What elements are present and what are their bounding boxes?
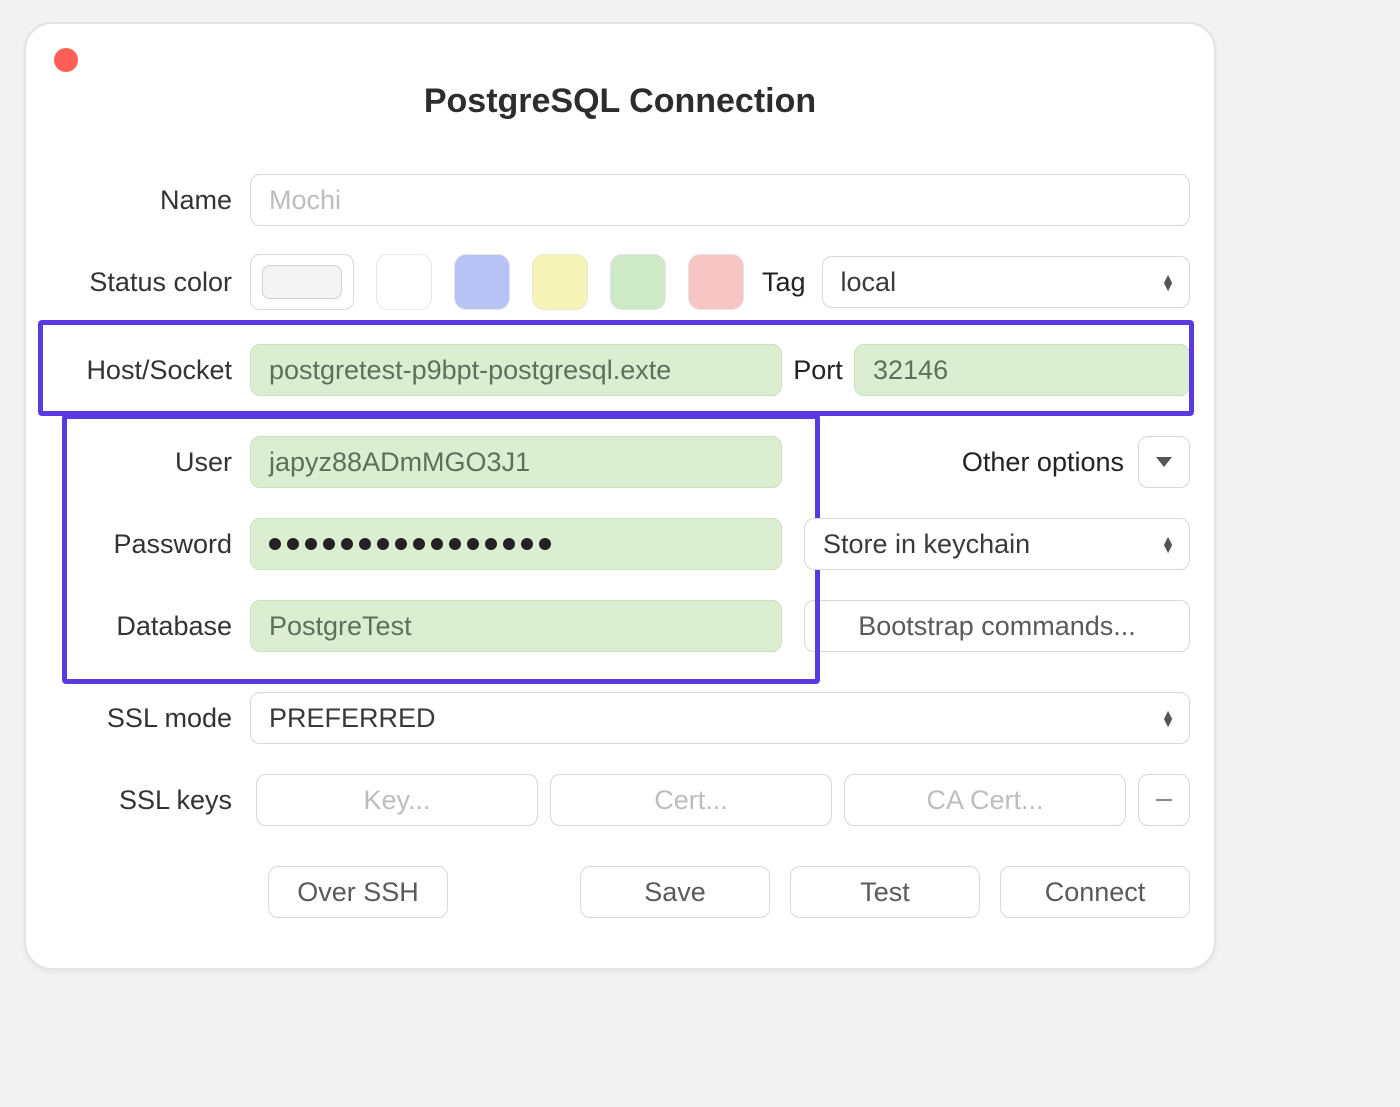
tag-label: Tag bbox=[762, 267, 806, 298]
status-color-red[interactable] bbox=[688, 254, 744, 310]
host-value: postgretest-p9bpt-postgresql.exte bbox=[269, 355, 671, 386]
tag-select[interactable]: local ▲▼ bbox=[822, 256, 1190, 308]
port-value: 32146 bbox=[873, 355, 948, 386]
over-ssh-button[interactable]: Over SSH bbox=[268, 866, 448, 918]
password-store-select[interactable]: Store in keychain ▲▼ bbox=[804, 518, 1190, 570]
status-color-none[interactable] bbox=[250, 254, 354, 310]
port-label: Port bbox=[782, 355, 854, 386]
test-button[interactable]: Test bbox=[790, 866, 980, 918]
password-store-value: Store in keychain bbox=[823, 529, 1030, 560]
name-input[interactable]: Mochi bbox=[250, 174, 1190, 226]
port-input[interactable]: 32146 bbox=[854, 344, 1190, 396]
ssl-keys-remove-button[interactable] bbox=[1138, 774, 1190, 826]
ssl-ca-cert-label: CA Cert... bbox=[926, 785, 1043, 816]
other-options-toggle[interactable] bbox=[1138, 436, 1190, 488]
password-label: Password bbox=[62, 529, 250, 560]
close-window-button[interactable] bbox=[54, 48, 78, 72]
ssl-mode-label: SSL mode bbox=[62, 703, 250, 734]
password-mask bbox=[269, 538, 551, 550]
ssl-key-label: Key... bbox=[363, 785, 430, 816]
dialog-title: PostgreSQL Connection bbox=[26, 82, 1214, 121]
name-label: Name bbox=[62, 185, 250, 216]
status-color-label: Status color bbox=[62, 267, 250, 298]
database-input[interactable]: PostgreTest bbox=[250, 600, 782, 652]
other-options-label: Other options bbox=[782, 447, 1138, 478]
chevron-down-icon bbox=[1156, 457, 1172, 467]
user-value: japyz88ADmMGO3J1 bbox=[269, 447, 530, 478]
ssl-keys-label: SSL keys bbox=[62, 785, 250, 816]
updown-icon: ▲▼ bbox=[1161, 710, 1175, 726]
ssl-key-button[interactable]: Key... bbox=[256, 774, 538, 826]
ssl-mode-select[interactable]: PREFERRED ▲▼ bbox=[250, 692, 1190, 744]
connection-dialog: PostgreSQL Connection Name Mochi Status … bbox=[24, 22, 1216, 970]
minus-icon bbox=[1156, 799, 1172, 801]
status-color-yellow[interactable] bbox=[532, 254, 588, 310]
bootstrap-commands-button[interactable]: Bootstrap commands... bbox=[804, 600, 1190, 652]
updown-icon: ▲▼ bbox=[1161, 274, 1175, 290]
status-color-green[interactable] bbox=[610, 254, 666, 310]
ssl-ca-cert-button[interactable]: CA Cert... bbox=[844, 774, 1126, 826]
password-input[interactable] bbox=[250, 518, 782, 570]
ssl-cert-button[interactable]: Cert... bbox=[550, 774, 832, 826]
database-label: Database bbox=[62, 611, 250, 642]
name-placeholder: Mochi bbox=[269, 185, 341, 216]
save-button[interactable]: Save bbox=[580, 866, 770, 918]
connect-button[interactable]: Connect bbox=[1000, 866, 1190, 918]
tag-select-value: local bbox=[841, 267, 897, 298]
test-label: Test bbox=[860, 877, 910, 908]
updown-icon: ▲▼ bbox=[1161, 536, 1175, 552]
ssl-cert-label: Cert... bbox=[654, 785, 728, 816]
bootstrap-commands-label: Bootstrap commands... bbox=[858, 611, 1136, 642]
status-color-white[interactable] bbox=[376, 254, 432, 310]
ssl-mode-value: PREFERRED bbox=[269, 703, 436, 734]
host-input[interactable]: postgretest-p9bpt-postgresql.exte bbox=[250, 344, 782, 396]
host-label: Host/Socket bbox=[62, 355, 250, 386]
user-label: User bbox=[62, 447, 250, 478]
swatch-none-icon bbox=[262, 265, 342, 299]
save-label: Save bbox=[644, 877, 706, 908]
connect-label: Connect bbox=[1045, 877, 1146, 908]
over-ssh-label: Over SSH bbox=[297, 877, 419, 908]
database-value: PostgreTest bbox=[269, 611, 412, 642]
status-color-blue[interactable] bbox=[454, 254, 510, 310]
user-input[interactable]: japyz88ADmMGO3J1 bbox=[250, 436, 782, 488]
